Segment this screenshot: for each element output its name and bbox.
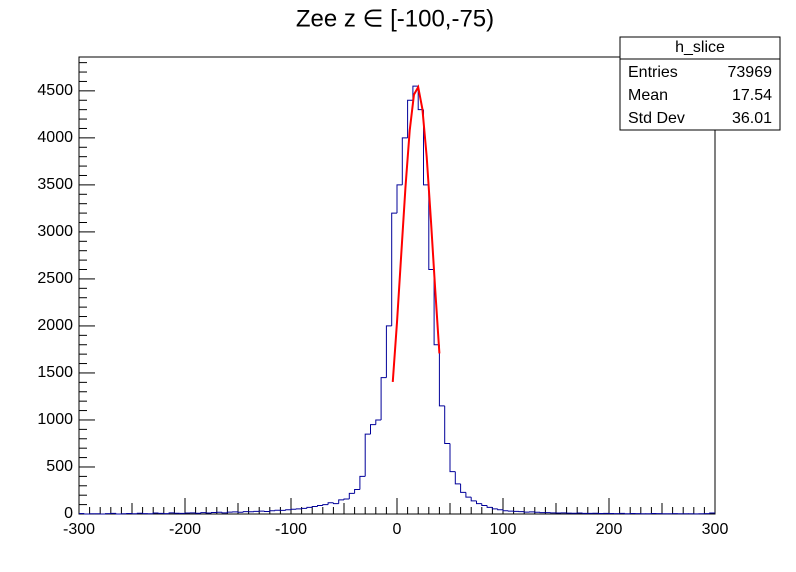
histogram-bin [115,513,122,515]
histogram-bin [423,109,429,186]
histogram-bin [242,511,249,513]
histogram-bin [385,325,392,378]
y-tick-label: 0 [64,505,73,522]
histogram-bin [332,502,339,505]
histogram-bin [391,212,397,326]
histogram-bin [444,405,450,444]
stats-value: 36.01 [732,110,772,127]
histogram-bin [327,502,334,505]
histogram-bin [709,512,715,514]
stats-label: Mean [628,87,668,104]
histogram-bin [200,512,207,514]
histogram-bin [152,512,159,514]
x-tick-label: 300 [702,521,729,538]
histogram-bin [370,424,376,435]
y-tick-label: 1500 [37,364,73,381]
y-tick-label: 3000 [37,223,73,240]
y-tick-label: 2000 [37,317,73,334]
histogram-bin [401,137,408,185]
histogram-bin [491,507,498,510]
y-tick-label: 4000 [37,129,73,146]
histogram-bin [476,500,482,505]
y-tick-label: 500 [46,458,73,475]
histogram-bin [306,506,313,509]
histogram-bin [136,512,143,514]
histogram-bin [454,471,461,485]
y-tick-label: 3500 [37,176,73,193]
histogram-bin [317,505,323,507]
stats-value: 73969 [728,64,773,81]
x-tick-label: -100 [275,521,307,538]
stats-label: Std Dev [628,110,685,127]
histogram-bin [221,512,228,514]
histogram-bin [375,419,382,425]
chart-title: Zee z ∈ [-100,-75) [296,5,494,32]
y-tick-label: 1000 [37,411,73,428]
histogram-bin [460,483,466,493]
x-tick-label: 0 [393,521,402,538]
histogram-bin [343,498,350,500]
x-tick-label: -300 [63,521,95,538]
x-tick-label: 200 [596,521,623,538]
histogram-bin [269,510,276,512]
stats-box [619,36,781,131]
histogram-bin [433,269,440,346]
histogram-bin [364,433,371,477]
histogram-bin [338,499,344,504]
histogram-bin [407,99,413,138]
histogram-bin [465,492,472,498]
stats-label: Entries [628,64,678,81]
x-tick-label: -200 [169,521,201,538]
y-tick-label: 2500 [37,270,73,287]
x-tick-label: 100 [490,521,517,538]
histogram-bin [285,509,291,511]
histogram-bin [380,377,387,420]
histogram-bin [311,505,318,508]
histogram-bin [322,504,329,506]
histogram-bin [428,184,435,271]
histogram-bin [396,184,403,214]
histogram-bin [497,508,503,511]
histogram-bin [438,344,445,407]
histogram-bin [486,505,493,508]
histogram-bin [226,511,233,513]
histogram-bin [481,503,488,507]
histogram-bin [359,475,366,490]
histogram-bin [211,511,217,514]
histogram-bin [502,509,509,512]
histogram-bin [168,512,175,514]
fit-curve [391,84,441,383]
histogram-bin [354,489,360,494]
y-tick-label: 4500 [37,82,73,99]
stats-value: 17.54 [732,87,772,104]
histogram-bin [449,443,456,473]
histogram-bin [348,492,355,499]
histogram-bin [470,497,477,502]
stats-title: h_slice [675,39,725,56]
